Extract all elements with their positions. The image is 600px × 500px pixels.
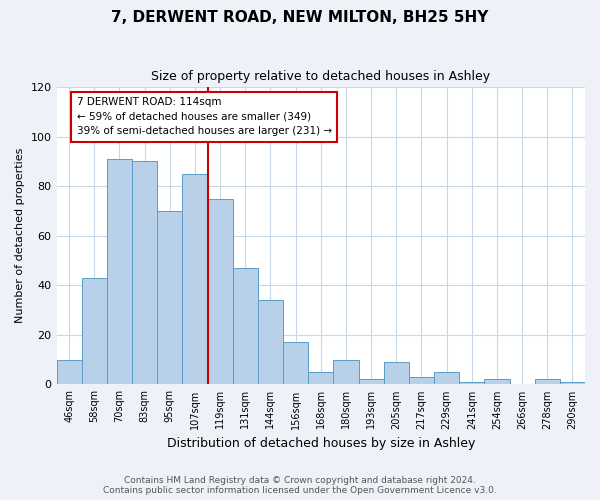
Bar bbox=[359, 380, 383, 384]
Bar bbox=[535, 380, 560, 384]
Bar bbox=[233, 268, 258, 384]
X-axis label: Distribution of detached houses by size in Ashley: Distribution of detached houses by size … bbox=[167, 437, 475, 450]
Bar bbox=[383, 362, 409, 384]
Bar bbox=[182, 174, 208, 384]
Bar bbox=[132, 162, 157, 384]
Bar bbox=[56, 360, 82, 384]
Text: Contains HM Land Registry data © Crown copyright and database right 2024.
Contai: Contains HM Land Registry data © Crown c… bbox=[103, 476, 497, 495]
Bar bbox=[157, 211, 182, 384]
Bar bbox=[258, 300, 283, 384]
Bar bbox=[434, 372, 459, 384]
Bar bbox=[208, 198, 233, 384]
Bar bbox=[107, 159, 132, 384]
Bar bbox=[459, 382, 484, 384]
Bar bbox=[334, 360, 359, 384]
Text: 7, DERWENT ROAD, NEW MILTON, BH25 5HY: 7, DERWENT ROAD, NEW MILTON, BH25 5HY bbox=[112, 10, 488, 25]
Bar bbox=[560, 382, 585, 384]
Text: 7 DERWENT ROAD: 114sqm
← 59% of detached houses are smaller (349)
39% of semi-de: 7 DERWENT ROAD: 114sqm ← 59% of detached… bbox=[77, 97, 332, 136]
Bar bbox=[283, 342, 308, 384]
Bar bbox=[409, 377, 434, 384]
Bar bbox=[82, 278, 107, 384]
Bar bbox=[308, 372, 334, 384]
Bar bbox=[484, 380, 509, 384]
Title: Size of property relative to detached houses in Ashley: Size of property relative to detached ho… bbox=[151, 70, 490, 83]
Y-axis label: Number of detached properties: Number of detached properties bbox=[15, 148, 25, 324]
